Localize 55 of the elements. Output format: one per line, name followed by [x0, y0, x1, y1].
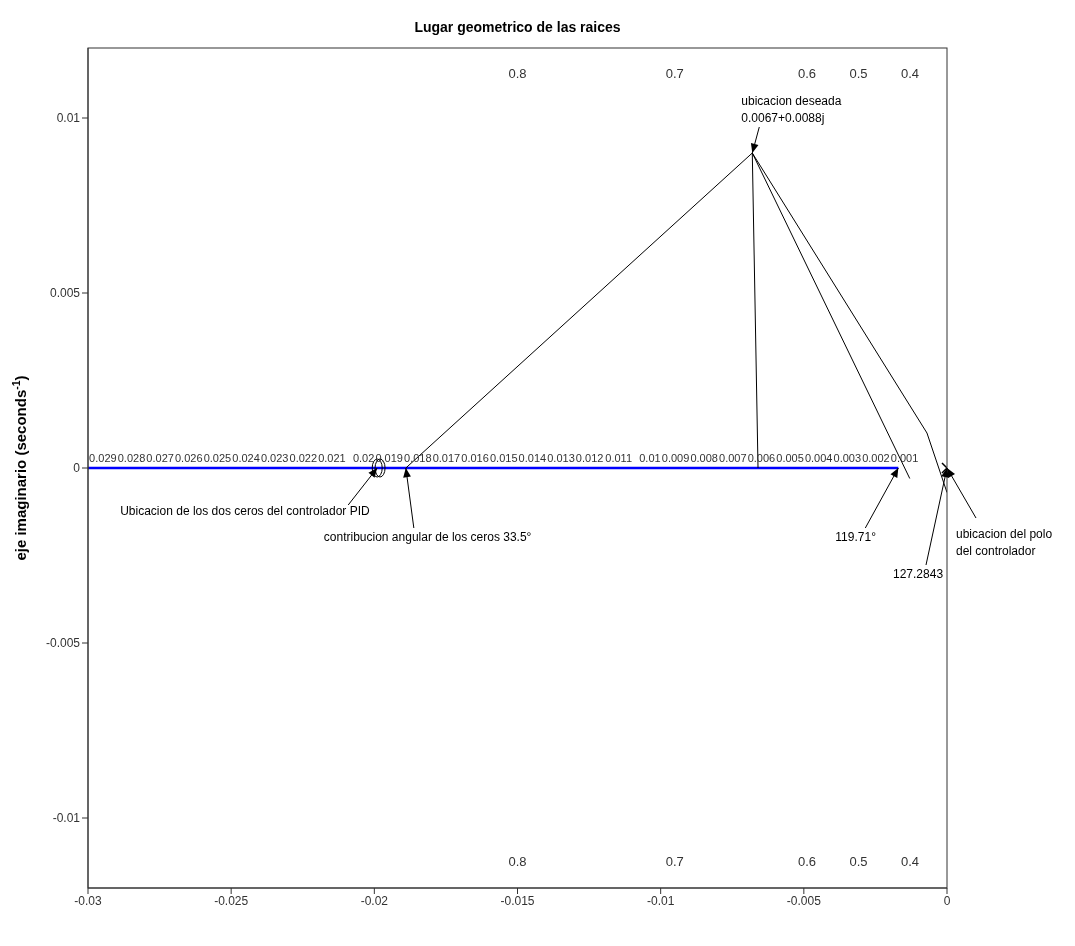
- x-tick-label: 0: [943, 893, 951, 908]
- y-tick-label: -0.005: [45, 636, 81, 651]
- annotation: 0.02: [352, 452, 375, 464]
- x-tick-label: -0.03: [74, 893, 102, 908]
- annotation: 0.4: [901, 66, 920, 81]
- annotation: 0.7: [665, 854, 684, 869]
- annotation: 0.016: [461, 452, 489, 464]
- annotation: ubicacion deseada 0.0067+0.0088j: [741, 94, 842, 125]
- y-tick-label: 0.005: [49, 286, 81, 301]
- annotation: 0.6: [797, 854, 817, 869]
- annotation: 0.023: [260, 452, 289, 464]
- y-tick-label: 0: [73, 461, 81, 476]
- annotation: 0.007: [719, 452, 747, 464]
- annotation: 0.028: [117, 452, 146, 464]
- annotation: 0.7: [665, 66, 684, 81]
- x-tick-label: -0.02: [360, 893, 389, 908]
- annotation: 0.024: [232, 452, 260, 464]
- annotation: 0.017: [432, 452, 461, 464]
- annotation: 0.011: [605, 452, 633, 464]
- annotation: 0.008: [690, 452, 718, 464]
- annotation: contribucion angular de los ceros 33.5°: [323, 530, 532, 544]
- annotation: 0.014: [518, 452, 547, 464]
- annotation: 0.013: [547, 452, 575, 464]
- annotation: 127.2843: [893, 567, 944, 581]
- annotation: 0.8: [508, 66, 527, 81]
- annotation: 0.01: [639, 452, 661, 464]
- annotation: 0.029: [89, 452, 117, 464]
- annotation: 0.002: [862, 452, 890, 464]
- annotation: 0.021: [318, 452, 346, 464]
- annotation: 0.8: [508, 854, 527, 869]
- annotation: 0.009: [661, 452, 690, 464]
- x-tick-label: -0.025: [214, 893, 249, 908]
- y-tick-label: -0.01: [52, 811, 81, 826]
- x-tick-label: -0.015: [500, 893, 535, 908]
- y-tick-label: 0.01: [56, 111, 81, 126]
- annotation: 0.003: [833, 452, 862, 464]
- annotation: 0.5: [849, 66, 868, 81]
- annotation: 0.004: [804, 452, 833, 464]
- chart-title: Lugar geometrico de las raices: [414, 19, 621, 35]
- annotation: 0.015: [489, 452, 518, 464]
- annotation: 0.026: [175, 452, 203, 464]
- annotation: 0.4: [901, 854, 920, 869]
- annotation: 0.022: [289, 452, 318, 464]
- x-tick-label: -0.01: [646, 893, 675, 908]
- annotation: 0.025: [203, 452, 232, 464]
- annotation: 0.6: [797, 66, 817, 81]
- annotation: 0.019: [375, 452, 403, 464]
- annotation: 0.5: [849, 854, 868, 869]
- annotation: 0.027: [146, 452, 174, 464]
- annotation: ubicacion del polo del controlador: [956, 527, 1053, 558]
- annotation: 0.012: [575, 452, 604, 464]
- annotation: 119.71°: [835, 530, 877, 544]
- x-tick-label: -0.005: [786, 893, 822, 908]
- annotation: Ubicacion de los dos ceros del controlador PID: [120, 504, 370, 518]
- annotation: 0.005: [776, 452, 804, 464]
